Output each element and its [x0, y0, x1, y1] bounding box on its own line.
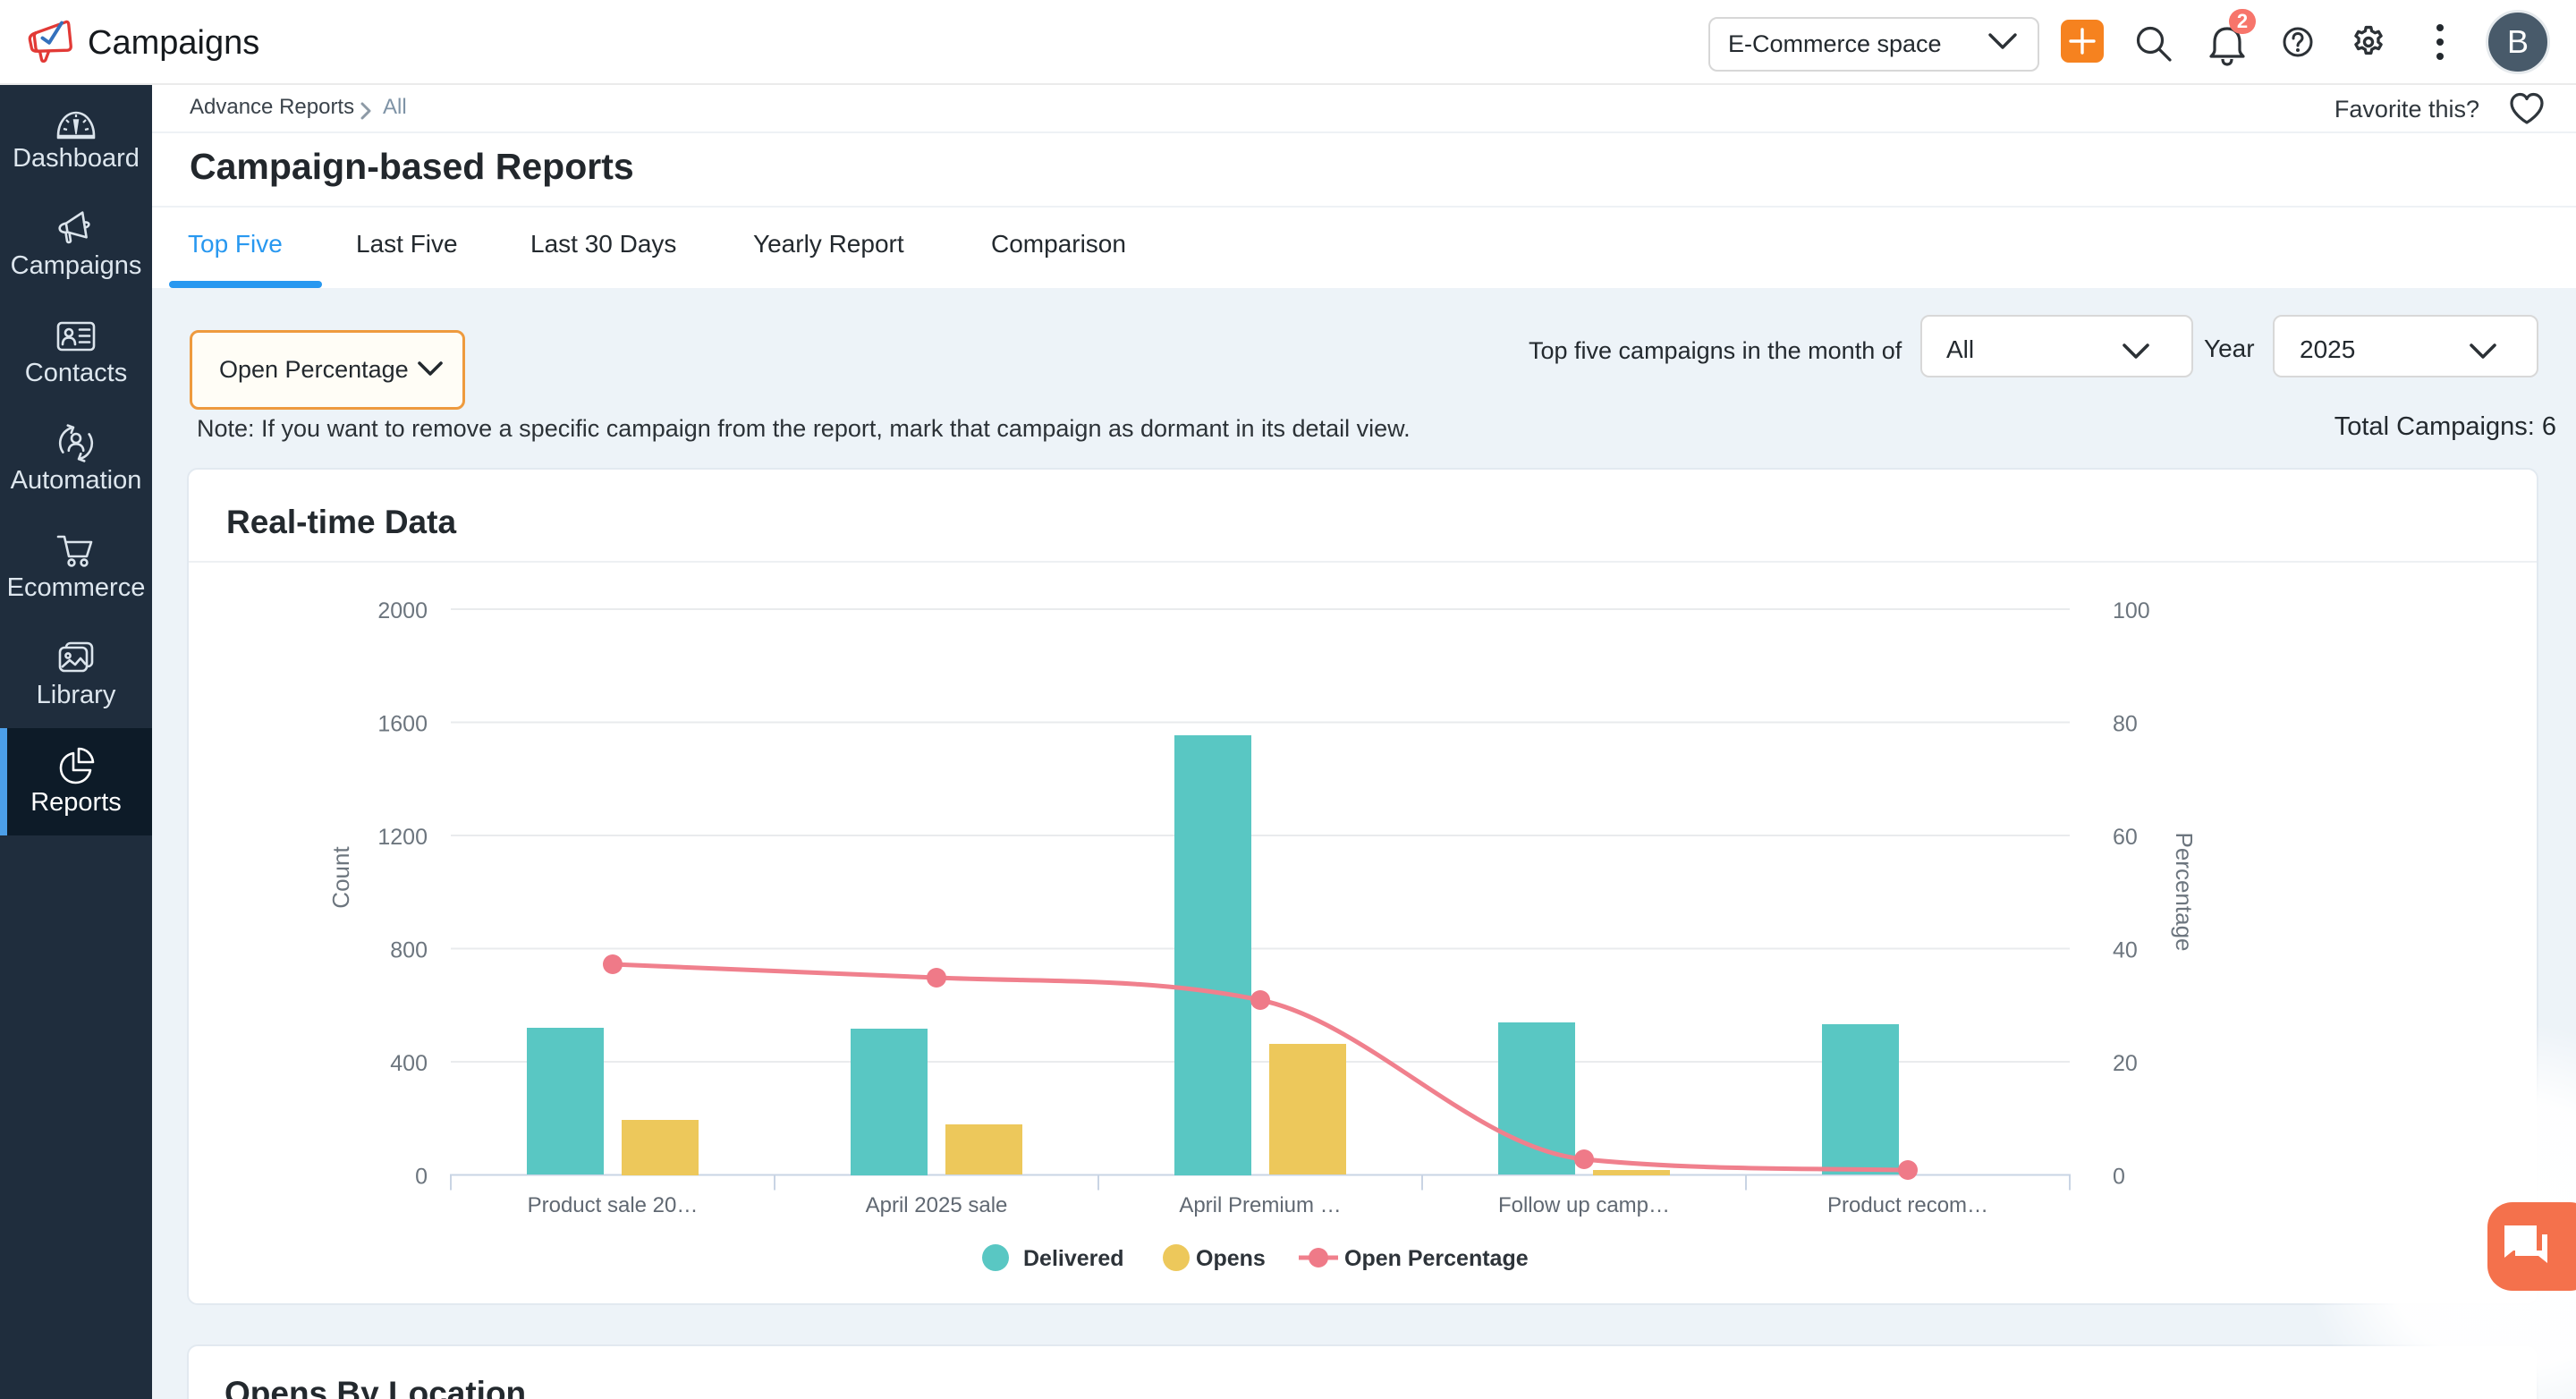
svg-text:1600: 1600: [377, 712, 428, 737]
svg-text:0: 0: [415, 1165, 428, 1190]
svg-text:800: 800: [390, 938, 428, 963]
svg-text:2000: 2000: [377, 598, 428, 623]
svg-text:60: 60: [2113, 825, 2138, 850]
svg-text:20: 20: [2113, 1051, 2138, 1076]
svg-text:Percentage: Percentage: [2171, 833, 2198, 952]
svg-text:100: 100: [2113, 598, 2150, 623]
svg-text:400: 400: [390, 1051, 428, 1076]
svg-text:April 2025 sale: April 2025 sale: [866, 1193, 1008, 1217]
svg-text:Count: Count: [327, 846, 354, 909]
svg-text:40: 40: [2113, 938, 2138, 963]
svg-text:April Premium …: April Premium …: [1179, 1193, 1341, 1217]
svg-text:0: 0: [2113, 1165, 2125, 1190]
svg-text:1200: 1200: [377, 825, 428, 850]
svg-text:Product sale 20…: Product sale 20…: [528, 1193, 699, 1217]
svg-text:Opens: Opens: [1196, 1246, 1266, 1271]
svg-text:Delivered: Delivered: [1023, 1246, 1124, 1271]
svg-text:Follow up camp…: Follow up camp…: [1498, 1193, 1670, 1217]
svg-text:Product recom…: Product recom…: [1827, 1193, 1988, 1217]
svg-text:Open Percentage: Open Percentage: [1344, 1246, 1529, 1271]
svg-text:80: 80: [2113, 712, 2138, 737]
